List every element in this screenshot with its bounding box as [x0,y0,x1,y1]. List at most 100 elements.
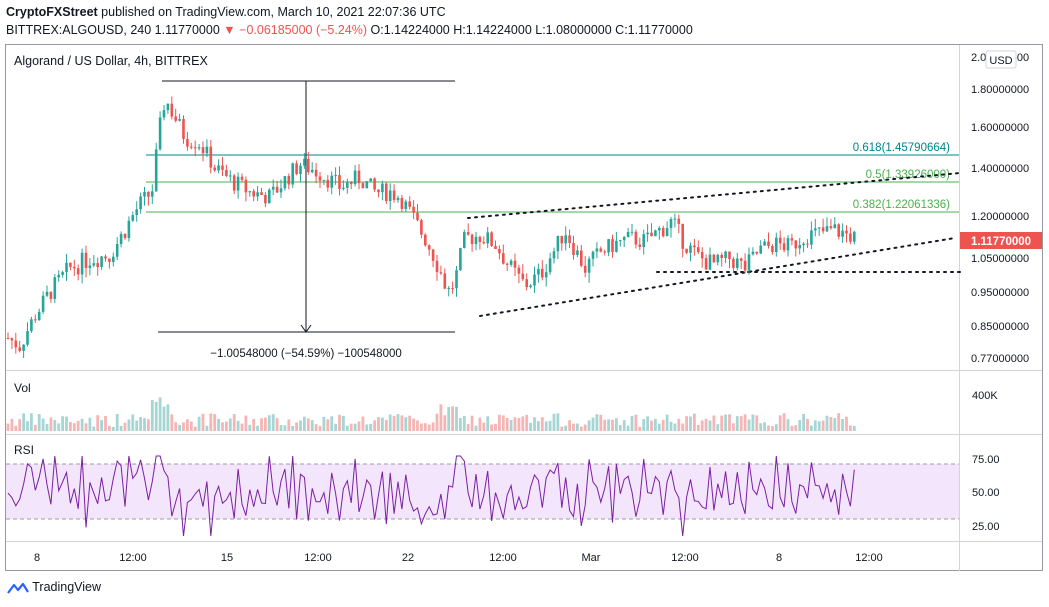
candle-body [279,188,283,193]
candle-body [256,192,259,197]
candle-body [365,181,369,189]
rsi-axis[interactable]: 75.00 50.00 25.00 [972,454,1000,533]
candle-body [825,226,829,232]
candle-body [564,235,567,244]
candle-body [299,165,302,175]
volume-bar [611,419,614,431]
candle-body [541,268,544,278]
volume-bar [33,424,37,431]
candle-body [14,340,18,348]
volume-bar [693,413,696,431]
volume-bar [774,424,778,431]
candle-body [22,344,25,351]
currency-button[interactable] [985,50,1017,69]
volume-bar [829,416,833,431]
time-tick-label: 12:00 [489,552,517,564]
volume-bar [685,416,688,431]
candle-body [482,242,486,244]
volume-bar [174,422,178,431]
candle-body [790,238,794,241]
volume-bar [821,420,825,431]
candle-body [385,183,388,202]
volume-bar [178,424,181,431]
volume-bar [615,418,618,431]
candle-body [45,291,49,296]
volume-bar [170,414,174,431]
candle-body [517,267,521,274]
chart-frame[interactable] [5,44,1043,571]
author-name[interactable]: CryptoFXStreet [6,5,98,19]
current-price-label: 1.11770000 [971,236,1031,248]
candle-body [833,224,837,229]
wedge-upper-trendline[interactable] [467,172,961,219]
candle-body [26,331,29,345]
candle-body [427,245,431,250]
wedge-lower-trendline[interactable] [479,237,956,317]
volume-bar [806,418,809,431]
volume-bar [466,424,470,431]
candle-body [634,231,638,245]
candle-body [96,263,99,267]
rsi-line[interactable] [7,455,855,537]
volume-bar [166,404,170,431]
footer-brand: TradingView [32,580,102,594]
price-tick-label: 0.95000000 [971,287,1029,299]
candle-body [412,206,415,213]
volume-bar [30,413,33,431]
candle-body [829,226,833,229]
candle-body [225,169,228,177]
price-tick-label: 1.80000000 [971,84,1029,96]
volume-bar [552,413,556,431]
candle-body [307,158,310,173]
candle-body [576,250,579,255]
volume-bar [720,415,724,431]
candle-body [221,165,224,170]
volume-bar [568,420,571,431]
volume-bar [92,426,96,431]
candle-body [537,268,540,275]
volume-bar [630,415,634,431]
volume-bar [408,415,412,431]
volume-bar [76,420,80,431]
volume-bar [845,416,848,431]
volume-bar [236,420,240,431]
candle-body [104,256,107,259]
tradingview-footer[interactable]: TradingView [7,580,101,594]
volume-bar [732,423,735,431]
time-tick-label: 15 [221,552,233,564]
candle-body [716,254,720,263]
volume-bar [513,417,517,431]
volume-bar [759,423,763,431]
volume-bar [384,419,388,431]
price-tick-label: 1.60000000 [971,122,1029,134]
volume-bar [41,418,45,431]
volume-bar [420,423,423,431]
candle-body [244,179,248,193]
volume-bar [657,423,661,431]
volume-bar [396,414,400,431]
candle-body [10,338,14,341]
volume-bar [283,425,287,431]
time-tick-label: 22 [402,552,414,564]
candle-body [802,243,805,246]
price-axis[interactable]: 2.000000001.800000001.600000001.40000000… [971,52,1029,365]
candle-body [451,287,454,289]
volume-bar [123,422,127,431]
volume-bar [361,416,365,431]
volume-bar [661,419,665,431]
volume-bar [646,416,649,431]
candle-body [677,218,681,224]
volume-bar [287,419,291,431]
candle-body [135,209,138,216]
time-axis[interactable]: 8 12:00 15 12:00 22 12:00 Mar 12:00 8 12:00 [34,552,883,564]
candle-body [595,248,599,252]
candle-body [236,176,240,191]
volume-bar [517,418,521,431]
volume-bar [763,422,766,431]
volume-bar [338,414,341,431]
candle-body [201,147,205,154]
volume-bar [53,420,57,431]
volume-bar [599,414,603,431]
candle-body [568,235,571,243]
